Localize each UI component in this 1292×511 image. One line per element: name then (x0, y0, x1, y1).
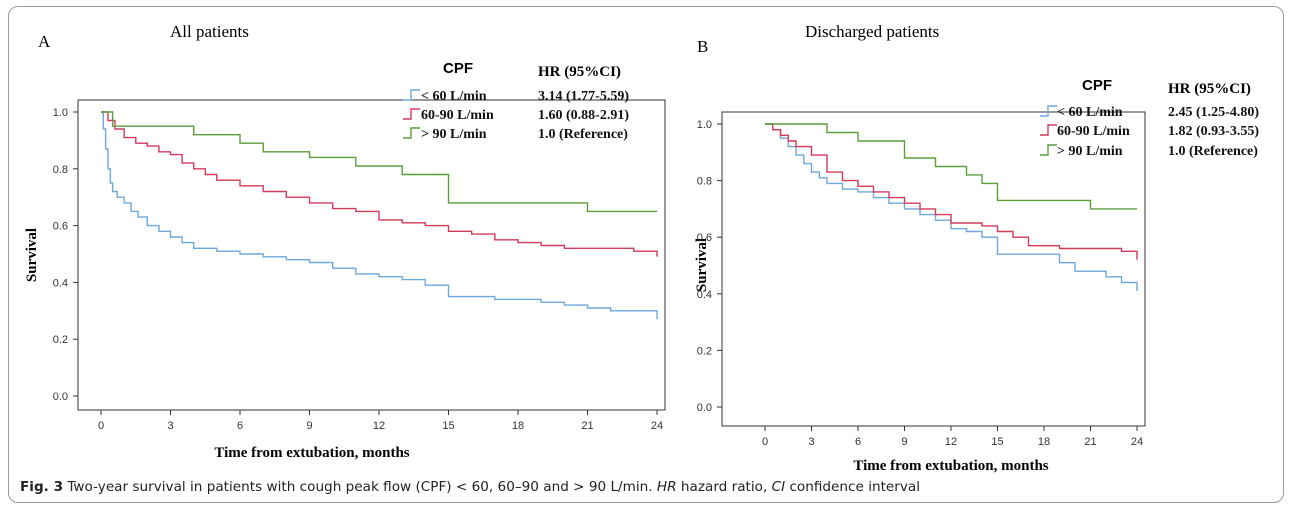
plot-frame-a (77, 99, 666, 411)
x-tick-label-a: 6 (237, 420, 243, 432)
x-tick-label-b: 0 (762, 436, 768, 448)
series-line-60-90-b (765, 123, 1138, 260)
hr-header-b: HR (95%CI) (1168, 81, 1251, 97)
legend-swatch-gt90-b (1040, 144, 1057, 156)
caption-ci-abbr: CI (771, 479, 786, 495)
y-tick-label-b: 1.0 (697, 119, 712, 131)
x-tick-label-b: 6 (855, 436, 861, 448)
y-axis-label-a: Survival (24, 228, 40, 282)
series-line-lt60-a (101, 111, 658, 320)
hr-header-a: HR (95%CI) (538, 64, 621, 80)
x-tick-label-a: 21 (581, 420, 593, 432)
x-axis-label-b: Time from extubation, months (853, 458, 1048, 474)
legend-label-gt90-a: > 90 L/min (421, 127, 487, 142)
panel-label-b: B (697, 37, 708, 56)
caption-text-1: Two-year survival in patients with cough… (63, 479, 657, 495)
y-tick-label-b: 0.0 (697, 402, 712, 414)
x-tick-label-b: 3 (808, 436, 814, 448)
panel-a: A All patients CPF HR (95%CI) Time from … (24, 22, 666, 461)
y-tick-label-a: 0.2 (53, 334, 68, 346)
legend-swatch-lt60-a (403, 89, 420, 101)
x-tick-label-b: 18 (1038, 436, 1050, 448)
y-tick-label-a: 0.0 (53, 391, 68, 403)
x-tick-label-b: 15 (991, 436, 1003, 448)
panel-label-a: A (38, 32, 51, 51)
caption-label: Fig. 3 (20, 479, 64, 495)
legend-hr-gt90-a: 1.0 (Reference) (538, 127, 628, 142)
x-tick-label-b: 24 (1131, 436, 1143, 448)
legend-label-60-90-a: 60-90 L/min (421, 108, 494, 123)
plot-frame-b (721, 111, 1146, 427)
legend-hr-lt60-b: 2.45 (1.25-4.80) (1168, 105, 1259, 120)
x-tick-label-b: 12 (945, 436, 957, 448)
y-tick-label-b: 0.6 (697, 232, 712, 244)
legend-hr-60-90-a: 1.60 (0.88-2.91) (538, 108, 629, 123)
y-tick-label-a: 0.6 (53, 221, 68, 233)
legend-label-60-90-b: 60-90 L/min (1057, 124, 1130, 139)
panel-title-b: Discharged patients (805, 22, 939, 41)
caption-hr-abbr: HR (656, 479, 677, 495)
legend-hr-60-90-b: 1.82 (0.93-3.55) (1168, 124, 1259, 139)
legend-hr-lt60-a: 3.14 (1.77-5.59) (538, 89, 629, 104)
x-tick-label-a: 3 (167, 420, 173, 432)
y-tick-label-b: 0.4 (697, 289, 712, 301)
legend-hr-gt90-b: 1.0 (Reference) (1168, 144, 1258, 159)
y-tick-label-a: 0.4 (53, 277, 68, 289)
legend-swatch-lt60-b (1040, 105, 1057, 117)
series-line-gt90-a (101, 111, 657, 213)
caption-text-3: confidence interval (785, 479, 921, 495)
figure-frame (8, 6, 1284, 503)
series-line-gt90-b (765, 123, 1137, 210)
legend-label-lt60-a: < 60 L/min (421, 89, 487, 104)
series-line-lt60-b (765, 123, 1138, 291)
legend-label-gt90-b: > 90 L/min (1057, 144, 1123, 159)
x-tick-label-b: 9 (901, 436, 907, 448)
caption-text-2: hazard ratio, (676, 479, 772, 495)
figure-caption: Fig. 3 Two-year survival in patients wit… (20, 479, 1280, 495)
legend-title-a: CPF (443, 60, 473, 77)
x-tick-label-a: 0 (98, 420, 104, 432)
y-tick-label-a: 0.8 (53, 164, 68, 176)
x-tick-label-a: 15 (442, 420, 454, 432)
x-tick-label-a: 18 (512, 420, 524, 432)
legend-label-lt60-b: < 60 L/min (1057, 105, 1123, 120)
legend-title-b: CPF (1082, 77, 1112, 94)
legend-swatch-60-90-b (1040, 124, 1057, 136)
x-axis-label-a: Time from extubation, months (214, 445, 409, 461)
legend-swatch-gt90-a (403, 127, 420, 139)
y-tick-label-b: 0.8 (697, 176, 712, 188)
y-tick-label-a: 1.0 (53, 107, 68, 119)
y-axis-label-b: Survival (694, 238, 710, 292)
legend-swatch-60-90-a (403, 108, 420, 120)
panel-title-a: All patients (170, 22, 249, 41)
series-line-60-90-a (101, 111, 658, 257)
x-tick-label-b: 21 (1084, 436, 1096, 448)
x-tick-label-a: 24 (651, 420, 663, 432)
x-tick-label-a: 9 (306, 420, 312, 432)
survival-charts: A All patients CPF HR (95%CI) Time from … (24, 22, 1259, 474)
panel-b: B Discharged patients CPF HR (95%CI) Tim… (694, 22, 1259, 474)
y-tick-label-b: 0.2 (697, 345, 712, 357)
x-tick-label-a: 12 (373, 420, 385, 432)
